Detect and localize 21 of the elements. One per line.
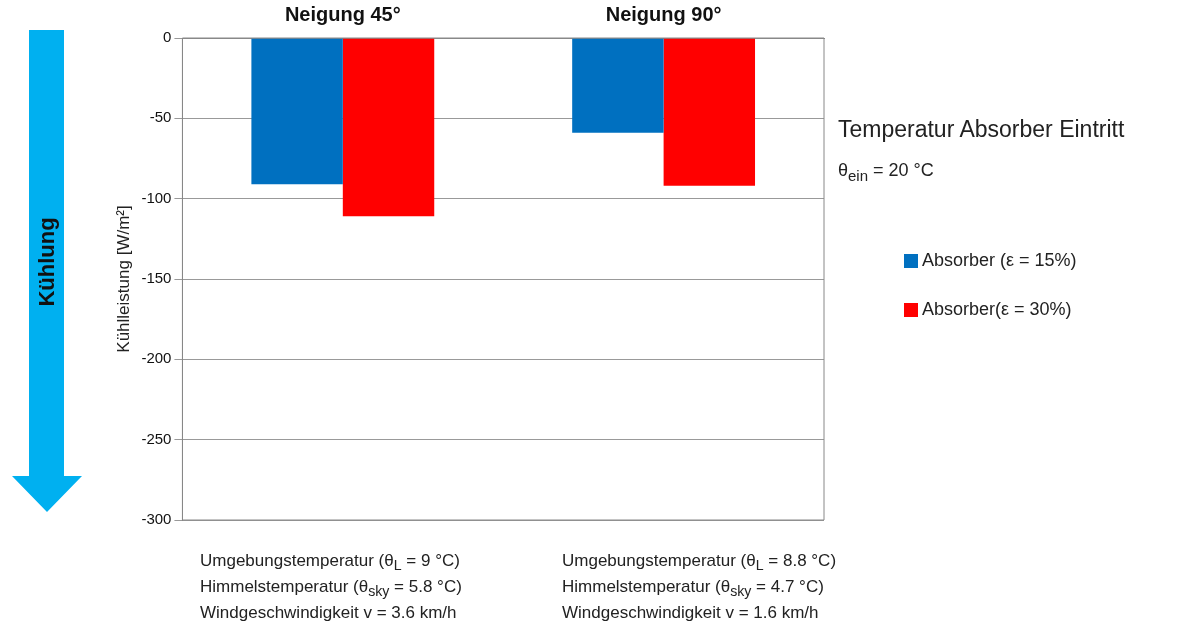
y-tick-label: -100 xyxy=(141,188,172,206)
y-tick-label: -300 xyxy=(141,510,172,528)
y-tick-label: -250 xyxy=(141,429,172,447)
text: Windgeschwindigkeit v = 3.6 km/h xyxy=(200,602,457,624)
text: Umgebungstemperatur (θ$_{L}$ = 8.8 °C) xyxy=(562,550,837,576)
legend-label: Absorber (ε = 15%) xyxy=(922,250,1077,271)
text: θ$_{ein}$ = 20 °C xyxy=(838,160,934,184)
text: Himmelstemperatur (θ$_{sky}$ = 4.7 °C) xyxy=(562,576,824,602)
text: Temperatur Absorber Eintritt xyxy=(838,116,1125,143)
text: Windgeschwindigkeit v = 1.6 km/h xyxy=(562,602,819,624)
x-tick-label: Neigung 45° xyxy=(284,2,401,25)
y-tick-label: -150 xyxy=(141,269,172,287)
text: Himmelstemperatur (θ$_{sky}$ = 5.8 °C) xyxy=(200,576,462,602)
legend-label: Absorber(ε = 30%) xyxy=(922,299,1072,320)
x-tick-label: Neigung 90° xyxy=(605,2,722,25)
y-tick-label: 0 xyxy=(163,28,172,46)
y-tick-label: -200 xyxy=(141,349,172,367)
y-axis-title: Kühlleistung [W/m²] xyxy=(113,205,133,353)
y-tick-label: -50 xyxy=(149,108,172,126)
text: Kühlung xyxy=(34,217,60,307)
text: Umgebungstemperatur (θ$_{L}$ = 9 °C) xyxy=(200,550,460,576)
